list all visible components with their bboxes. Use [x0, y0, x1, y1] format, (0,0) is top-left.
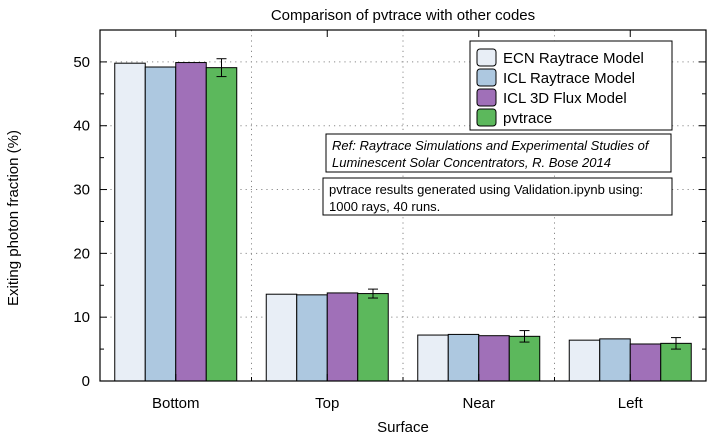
annotation-text: pvtrace results generated using Validati…	[329, 182, 643, 197]
bar	[175, 62, 207, 382]
bar	[144, 66, 177, 382]
annotation-text: Luminescent Solar Concentrators, R. Bose…	[332, 155, 611, 170]
x-axis-label: Surface	[377, 419, 429, 436]
y-tick-label: 20	[73, 245, 90, 262]
y-axis-label: Exiting photon fraction (%)	[5, 130, 22, 306]
legend-swatch	[476, 68, 497, 87]
legend-box	[469, 40, 673, 131]
bar	[265, 293, 298, 382]
bar	[205, 67, 238, 382]
bar	[629, 343, 662, 382]
annotations: Ref: Raytrace Simulations and Experiment…	[322, 133, 673, 216]
bar	[447, 333, 480, 382]
y-tick-label: 40	[73, 118, 90, 135]
annotation-box	[325, 133, 672, 173]
bar	[568, 339, 601, 382]
chart-title: Comparison of pvtrace with other codes	[271, 7, 535, 24]
legend-swatch	[476, 108, 497, 127]
legend-swatch	[476, 48, 497, 67]
y-tick-label: 0	[82, 373, 90, 390]
legend-label: ECN Raytrace Model	[503, 50, 644, 67]
bar	[326, 292, 359, 382]
x-tick-label: Top	[315, 395, 339, 412]
x-tick-label: Bottom	[152, 395, 200, 412]
ticks: 0 10 20 30 40 50 Bottom Top Near Left	[73, 30, 707, 412]
plot-frame	[99, 29, 707, 382]
legend-label: ICL 3D Flux Model	[503, 90, 627, 107]
annotation-text: 1000 rays, 40 runs.	[329, 199, 440, 214]
y-tick-label: 30	[73, 182, 90, 199]
bar	[478, 335, 510, 382]
annotation-text: Ref: Raytrace Simulations and Experiment…	[332, 138, 650, 153]
bar	[599, 338, 631, 382]
legend: ECN Raytrace Model ICL Raytrace Model ICL …	[469, 40, 673, 131]
bars	[114, 58, 692, 382]
legend-label: ICL Raytrace Model	[503, 70, 635, 87]
bar	[660, 342, 692, 382]
bar	[357, 293, 389, 382]
x-tick-label: Left	[618, 395, 644, 412]
y-tick-label: 50	[73, 54, 90, 71]
annotation-box	[322, 177, 673, 216]
bar	[114, 62, 146, 382]
y-tick-label: 10	[73, 309, 90, 326]
x-tick-label: Near	[462, 395, 495, 412]
bar	[417, 334, 449, 382]
legend-swatch	[476, 88, 497, 107]
bar	[508, 335, 541, 382]
legend-label: pvtrace	[503, 110, 552, 127]
bar	[296, 294, 328, 382]
